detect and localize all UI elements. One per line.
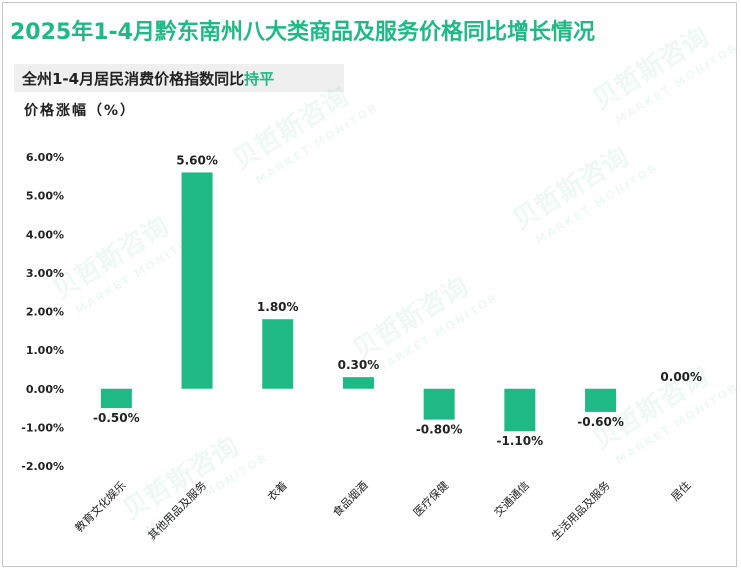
subtitle-box bbox=[14, 64, 344, 92]
data-label: 0.30% bbox=[338, 358, 380, 372]
x-tick-label: 衣着 bbox=[264, 478, 289, 503]
y-tick-label: 0.00% bbox=[26, 383, 64, 396]
subtitle: 全州1-4月居民消费价格指数同比持平 bbox=[22, 68, 274, 89]
bar bbox=[423, 388, 455, 420]
data-labels: -0.50% 5.60% 1.80% 0.30% -0.80% -1.10% -0.60% 0… bbox=[93, 153, 702, 448]
subtitle-prefix: 全州1-4月居民消费价格指数同比 bbox=[22, 70, 245, 88]
bar bbox=[342, 377, 374, 389]
y-tick-label: -2.00% bbox=[21, 460, 64, 473]
data-label: -1.10% bbox=[497, 434, 544, 448]
y-tick-label: 3.00% bbox=[26, 267, 64, 280]
x-tick-label: 医疗保健 bbox=[410, 478, 451, 519]
bar bbox=[504, 388, 536, 432]
bar bbox=[100, 388, 132, 409]
data-label: 5.60% bbox=[176, 153, 218, 167]
data-label: -0.60% bbox=[577, 415, 624, 429]
y-tick-label: 5.00% bbox=[26, 190, 64, 203]
y-axis-ticks: 6.00% 5.00% 4.00% 3.00% 2.00% 1.00% 0.00% -1.00… bbox=[21, 151, 64, 473]
x-tick-label: 教育文化娱乐 bbox=[72, 478, 129, 535]
y-tick-label: 1.00% bbox=[26, 344, 64, 357]
chart-title: 2025年1-4月黔东南州八大类商品及服务价格同比增长情况 bbox=[10, 20, 595, 45]
data-label: 0.00% bbox=[660, 370, 702, 384]
y-tick-label: 2.00% bbox=[26, 306, 64, 319]
x-tick-label: 居住 bbox=[668, 478, 693, 503]
data-label: 1.80% bbox=[257, 300, 299, 314]
data-label: -0.50% bbox=[93, 411, 140, 425]
data-label: -0.80% bbox=[416, 423, 463, 437]
y-tick-label: 4.00% bbox=[26, 228, 64, 241]
x-tick-label: 食品烟酒 bbox=[330, 478, 371, 519]
bar bbox=[262, 319, 294, 389]
y-tick-label: 6.00% bbox=[26, 151, 64, 164]
bar bbox=[585, 388, 617, 412]
y-tick-label: -1.00% bbox=[21, 421, 64, 434]
bar bbox=[181, 172, 213, 389]
x-tick-label: 生活用品及服务 bbox=[548, 478, 612, 542]
x-tick-label: 交通通信 bbox=[491, 478, 532, 519]
y-axis-unit-label: 价格涨幅（%） bbox=[24, 103, 137, 119]
bar-series bbox=[100, 172, 617, 432]
subtitle-highlight: 持平 bbox=[244, 70, 275, 88]
